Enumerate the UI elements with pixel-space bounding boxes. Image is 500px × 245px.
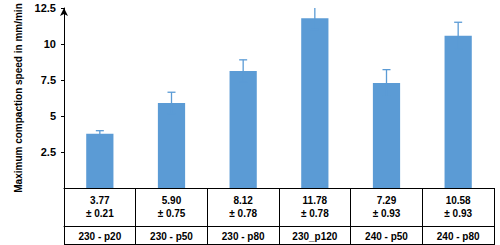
svg-text:5: 5	[50, 110, 56, 122]
svg-text:10: 10	[44, 38, 56, 50]
svg-text:7.5: 7.5	[41, 74, 56, 86]
svg-text:5.90: 5.90	[162, 195, 182, 206]
svg-text:± 0.78: ± 0.78	[301, 208, 329, 219]
svg-text:± 0.93: ± 0.93	[373, 208, 401, 219]
svg-text:230_p120: 230_p120	[292, 231, 337, 242]
svg-text:8.12: 8.12	[233, 195, 253, 206]
svg-text:± 0.93: ± 0.93	[444, 208, 472, 219]
svg-text:7.29: 7.29	[377, 195, 397, 206]
svg-text:230 - p50: 230 - p50	[150, 231, 193, 242]
svg-text:12.5: 12.5	[35, 2, 56, 14]
svg-text:2.5: 2.5	[41, 146, 56, 158]
svg-text:240 - p50: 240 - p50	[365, 231, 408, 242]
svg-text:10.58: 10.58	[446, 195, 471, 206]
svg-text:Maximum compaction speed in mm: Maximum compaction speed in mm/min	[13, 3, 24, 192]
svg-text:± 0.75: ± 0.75	[158, 208, 186, 219]
svg-text:± 0.78: ± 0.78	[229, 208, 257, 219]
svg-text:230 - p80: 230 - p80	[222, 231, 265, 242]
svg-text:± 0.21: ± 0.21	[86, 208, 114, 219]
svg-text:11.78: 11.78	[303, 195, 328, 206]
svg-text:3.77: 3.77	[90, 195, 110, 206]
svg-text:230 - p20: 230 - p20	[78, 231, 121, 242]
svg-text:240 - p80: 240 - p80	[437, 231, 480, 242]
